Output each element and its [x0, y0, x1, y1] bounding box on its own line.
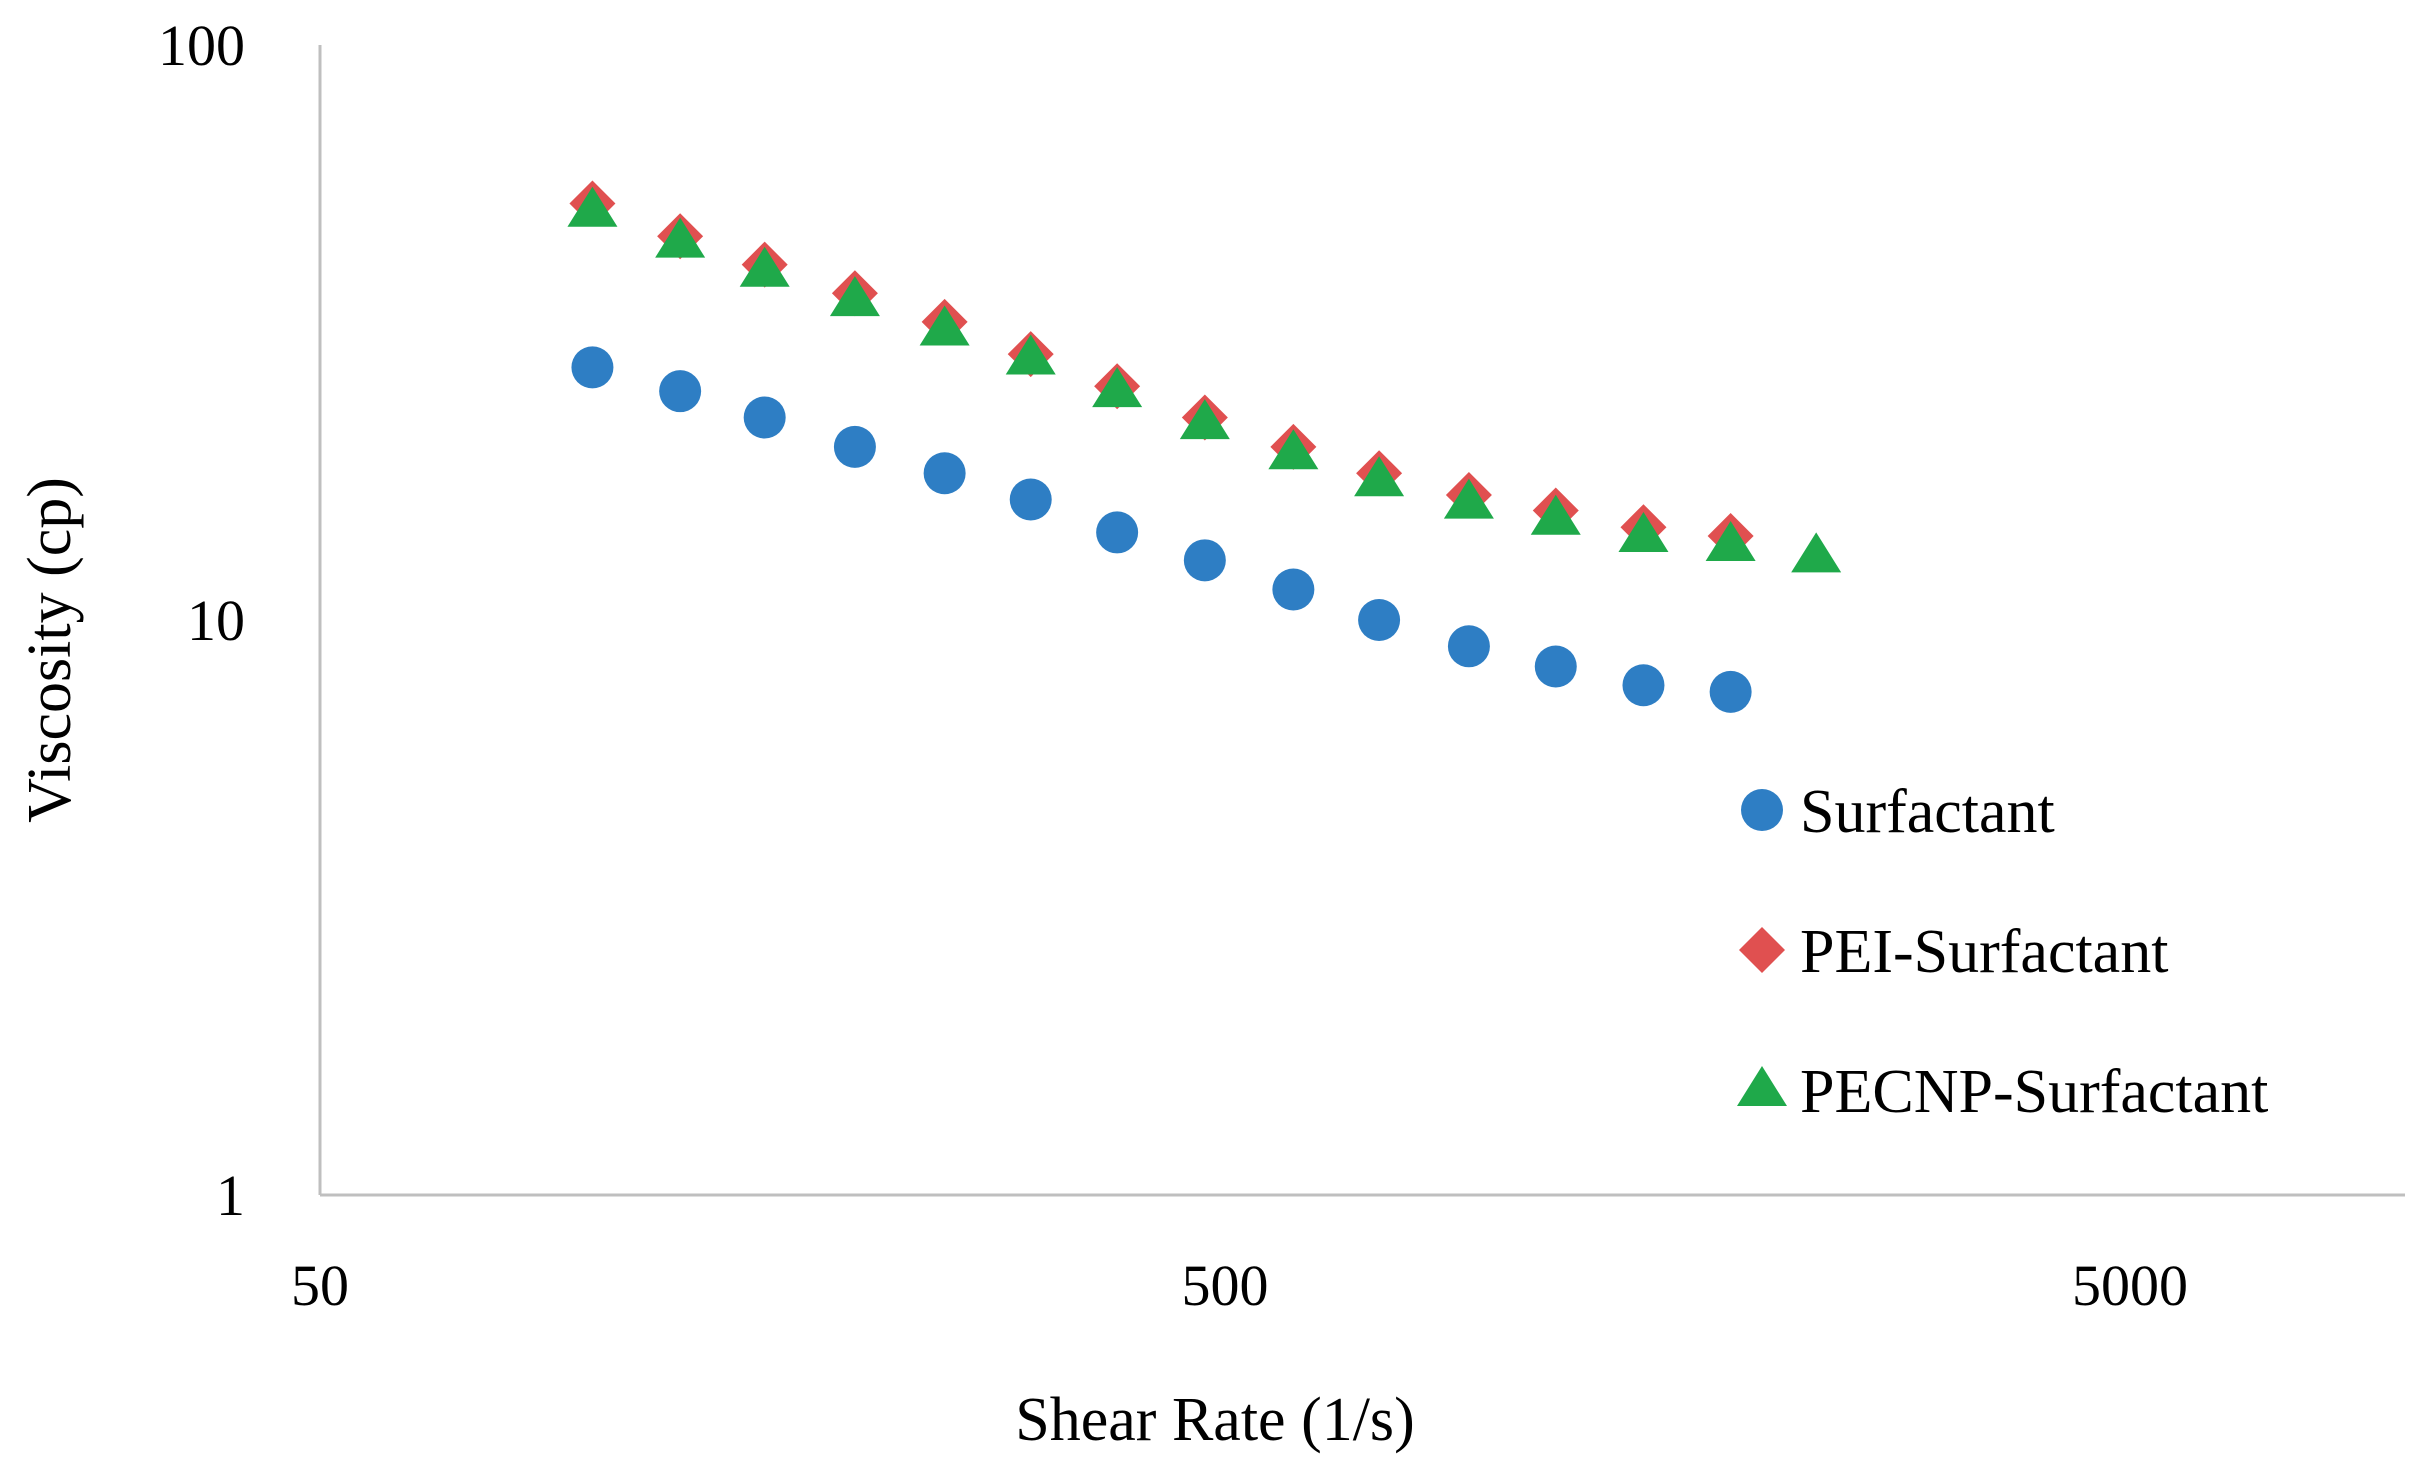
data-point	[655, 217, 706, 258]
data-point	[919, 305, 970, 346]
data-point	[1272, 568, 1315, 611]
data-point	[1622, 664, 1665, 707]
legend-item: PECNP-Surfactant	[1737, 1058, 2268, 1126]
axis-titles: Shear Rate (1/s) Viscosity (cp)	[16, 477, 1415, 1454]
legend-marker-triangle	[1737, 1066, 1787, 1106]
data-point	[1530, 494, 1581, 535]
data-point	[743, 396, 786, 439]
data-point	[833, 425, 876, 468]
data-point	[1009, 478, 1052, 521]
data-point	[923, 452, 966, 495]
data-point	[739, 246, 790, 287]
y-tick-label: 100	[158, 13, 245, 78]
data-point	[1618, 511, 1669, 552]
series-pecnp-surfactant	[567, 186, 1842, 573]
data-point	[1791, 532, 1842, 573]
x-tick-label: 5000	[2072, 1253, 2188, 1318]
data-point	[1096, 511, 1139, 554]
data-point	[1705, 521, 1756, 562]
legend-marker-circle	[1741, 789, 1783, 831]
legend-label: PEI-Surfactant	[1800, 918, 2168, 986]
data-point	[1183, 539, 1226, 582]
data-point	[1443, 478, 1494, 519]
data-point	[1179, 399, 1230, 440]
data-point	[1354, 456, 1405, 497]
legend-item: PEI-Surfactant	[1739, 918, 2168, 986]
legend-item: Surfactant	[1741, 778, 2055, 846]
x-axis-title: Shear Rate (1/s)	[1015, 1386, 1414, 1454]
y-tick-label: 10	[187, 588, 245, 653]
x-tick-label: 500	[1182, 1253, 1269, 1318]
x-tick-label: 50	[291, 1253, 349, 1318]
y-axis-title: Viscosity (cp)	[16, 477, 84, 823]
data-points	[567, 180, 1842, 713]
data-point	[571, 346, 614, 389]
axes	[318, 45, 2405, 1197]
data-point	[659, 370, 702, 413]
tick-labels: 1 10 100 50 500 5000	[158, 13, 2188, 1318]
legend: Surfactant PEI-Surfactant PECNP-Surfactant	[1737, 778, 2268, 1126]
data-point	[567, 186, 618, 227]
series-surfactant	[571, 346, 1752, 713]
series-pei-surfactant	[569, 180, 1754, 559]
data-point	[1358, 599, 1401, 641]
data-point	[1534, 645, 1577, 688]
data-point	[1709, 670, 1752, 713]
legend-marker-diamond	[1739, 927, 1785, 973]
data-point	[1005, 334, 1056, 375]
data-point	[1447, 625, 1490, 668]
y-tick-label: 1	[216, 1163, 245, 1228]
data-point	[829, 276, 880, 317]
legend-label: Surfactant	[1800, 778, 2055, 846]
data-point	[1092, 367, 1143, 408]
legend-label: PECNP-Surfactant	[1800, 1058, 2268, 1126]
data-point	[1268, 429, 1319, 470]
